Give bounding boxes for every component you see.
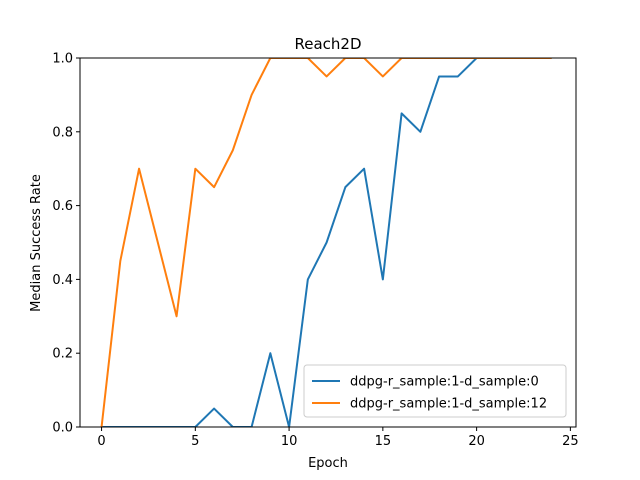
x-axis-title: Epoch: [308, 456, 348, 471]
series-line-1: [101, 58, 552, 427]
x-tick-label: 10: [281, 434, 298, 449]
y-tick-label: 0.0: [52, 421, 73, 436]
y-tick-label: 0.4: [52, 273, 73, 288]
x-tick-label: 15: [375, 434, 392, 449]
y-tick-label: 0.2: [52, 347, 73, 362]
chart-title: Reach2D: [294, 35, 361, 53]
x-tick-label: 25: [562, 434, 579, 449]
legend-box: [303, 364, 567, 418]
series-line-2: [100, 58, 552, 427]
x-tick-label: 5: [191, 434, 199, 449]
plot-area-frame: [79, 57, 577, 428]
y-axis: 0.0 0.2 0.4 0.6 0.8 1.0: [52, 52, 80, 436]
x-axis: 0 5 10 15 20 25: [97, 427, 579, 449]
y-tick-label: 0.6: [52, 199, 73, 214]
x-tick-label: 20: [468, 434, 485, 449]
y-tick-label: 0.8: [52, 125, 73, 140]
y-axis-title: Median Success Rate: [29, 174, 44, 312]
legend-label-2: ddpg-r_sample:1-d_sample:12: [350, 397, 547, 412]
x-tick-label: 0: [97, 434, 105, 449]
legend-label-1: ddpg-r_sample:1-d_sample:0: [350, 375, 539, 390]
series-layer: [100, 58, 552, 427]
legend: ddpg-r_sample:1-d_sample:0 ddpg-r_sample:…: [303, 364, 567, 418]
y-tick-label: 1.0: [52, 52, 73, 67]
